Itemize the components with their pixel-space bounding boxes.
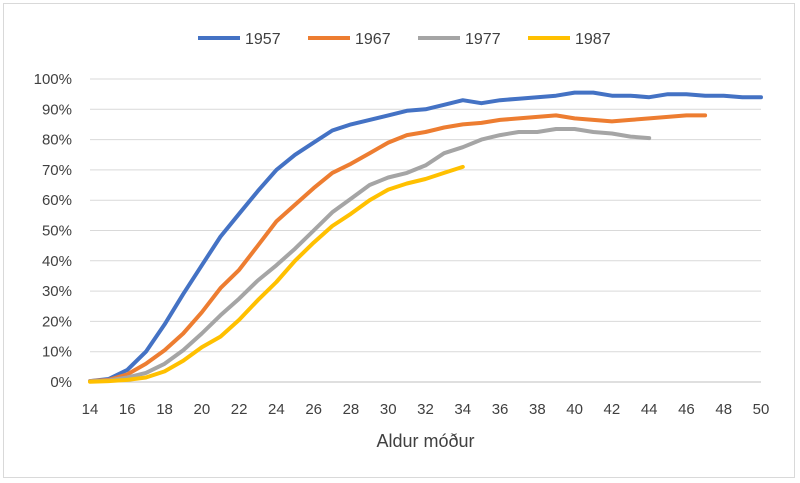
legend-label-1957: 1957 (245, 31, 281, 48)
x-tick-label: 34 (454, 401, 471, 418)
series-line-1987 (88, 164, 465, 384)
x-tick-label: 14 (82, 401, 99, 418)
series-line-1957 (88, 90, 763, 384)
x-tick-label: 32 (417, 401, 434, 418)
line-chart: 0% 10% 20% 30% 40% 50% 60% 70% 80% 90% 100% 14 16 18… (34, 31, 770, 451)
x-tick-label: 50 (753, 401, 770, 418)
x-tick-label: 20 (193, 401, 210, 418)
y-axis-tick-labels: 0% 10% 20% 30% 40% 50% 60% 70% 80% 90% 100% (34, 71, 72, 391)
x-tick-label: 44 (641, 401, 658, 418)
x-tick-label: 36 (492, 401, 509, 418)
y-tick-label: 90% (42, 101, 72, 118)
legend-label-1977: 1977 (465, 31, 501, 48)
y-tick-label: 40% (42, 253, 72, 270)
x-tick-label: 28 (343, 401, 360, 418)
x-axis-title: Aldur móður (376, 431, 474, 451)
series-line-1967 (88, 113, 708, 384)
x-tick-label: 48 (715, 401, 732, 418)
x-tick-label: 40 (566, 401, 583, 418)
gridlines (90, 78, 761, 353)
legend-label-1967: 1967 (355, 31, 391, 48)
x-tick-label: 26 (305, 401, 322, 418)
series-line-1977 (88, 127, 652, 384)
legend-label-1987: 1987 (575, 31, 611, 48)
y-tick-label: 30% (42, 283, 72, 300)
y-tick-label: 60% (42, 192, 72, 209)
x-tick-label: 16 (119, 401, 136, 418)
x-tick-label: 46 (678, 401, 695, 418)
x-tick-label: 38 (529, 401, 546, 418)
y-tick-label: 10% (42, 344, 72, 361)
y-tick-label: 80% (42, 132, 72, 149)
x-tick-label: 22 (231, 401, 248, 418)
x-tick-label: 24 (268, 401, 285, 418)
y-tick-label: 70% (42, 162, 72, 179)
y-tick-label: 50% (42, 223, 72, 240)
y-tick-label: 20% (42, 313, 72, 330)
x-tick-label: 30 (380, 401, 397, 418)
chart-frame: 0% 10% 20% 30% 40% 50% 60% 70% 80% 90% 100% 14 16 18… (3, 3, 795, 478)
x-tick-label: 18 (156, 401, 173, 418)
x-axis-tick-labels: 14 16 18 20 22 24 26 28 30 32 34 36 38 40 42 44 46 48 50 (82, 401, 770, 418)
y-tick-label: 100% (34, 71, 72, 88)
y-tick-label: 0% (50, 374, 72, 391)
x-tick-label: 42 (604, 401, 621, 418)
legend: 1957 1967 1977 1987 (198, 31, 611, 48)
series-lines (88, 90, 763, 384)
